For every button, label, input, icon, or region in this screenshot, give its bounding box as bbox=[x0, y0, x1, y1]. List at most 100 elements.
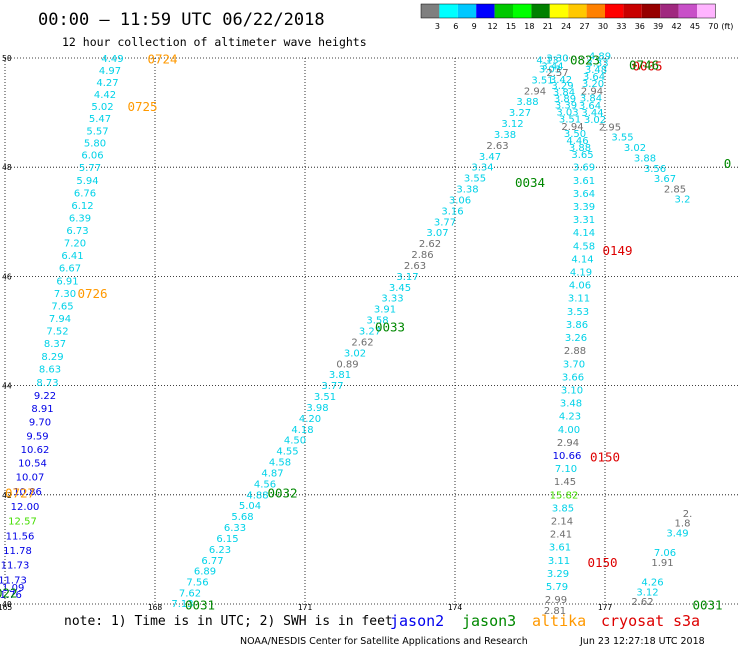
swh-value: 3.86 bbox=[566, 320, 588, 331]
swh-value: 3.91 bbox=[374, 305, 396, 316]
swh-value: 1.91 bbox=[651, 558, 673, 569]
colorbar-swatch bbox=[678, 4, 697, 18]
colorbar-label: 24 bbox=[561, 22, 571, 31]
swh-value: 9.70 bbox=[29, 418, 51, 429]
swh-value: 6.76 bbox=[74, 188, 96, 199]
colorbar-swatch bbox=[531, 4, 550, 18]
colorbar-swatch bbox=[568, 4, 587, 18]
x-tick-label: 168 bbox=[148, 603, 163, 612]
time-label: 0725 bbox=[127, 99, 157, 114]
swh-value: 3.27 bbox=[509, 108, 531, 119]
swh-value: 3.10 bbox=[561, 385, 583, 396]
swh-value: 2.99 bbox=[545, 595, 567, 606]
swh-value: 11.73 bbox=[1, 561, 30, 572]
time-label: 0149 bbox=[602, 243, 632, 258]
time-label: 0150 bbox=[587, 555, 617, 570]
swh-value: 10.66 bbox=[553, 451, 582, 462]
swh-value: 7.94 bbox=[49, 314, 71, 325]
colorbar-label: 39 bbox=[653, 22, 663, 31]
swh-value: 11.09 bbox=[0, 583, 24, 594]
swh-value: 6.33 bbox=[224, 523, 246, 534]
swh-value: 3.70 bbox=[563, 359, 585, 370]
swh-value: 4.23 bbox=[559, 412, 581, 423]
swh-value: 3.88 bbox=[569, 143, 591, 154]
time-label: 0724 bbox=[147, 52, 177, 67]
swh-value: 3.89 bbox=[554, 94, 576, 105]
swh-value: 3.77 bbox=[434, 217, 456, 228]
plot-grid bbox=[4, 57, 740, 605]
time-label: 0034 bbox=[515, 175, 545, 190]
swh-value: 3.03 bbox=[539, 64, 561, 75]
swh-value: 4.88 bbox=[246, 490, 268, 501]
swh-value: 2.94 bbox=[561, 122, 583, 133]
swh-value: 7.52 bbox=[46, 327, 68, 338]
time-labels: 0724 0725 0726 0727 1022 0031 0032 0033 0034 0823… bbox=[0, 52, 731, 613]
swh-value: 3.77 bbox=[321, 381, 343, 392]
swh-value: 9.22 bbox=[34, 391, 56, 402]
swh-value: 4.19 bbox=[570, 268, 592, 279]
time-label: 0727 bbox=[5, 486, 35, 501]
colorbar-swatch bbox=[623, 4, 642, 18]
colorbar-label: 36 bbox=[635, 22, 645, 31]
swh-value: 3.88 bbox=[634, 153, 656, 164]
swh-value: 5.47 bbox=[89, 114, 111, 125]
swh-value: 3.33 bbox=[381, 294, 403, 305]
y-tick-label: 46 bbox=[2, 272, 12, 281]
swh-value: 1.45 bbox=[554, 477, 576, 488]
time-label: 0032 bbox=[267, 486, 297, 501]
swh-value: 3.39 bbox=[555, 100, 577, 111]
swh-value: 6.73 bbox=[66, 226, 88, 237]
swh-value: 3.27 bbox=[359, 327, 381, 338]
swh-value: 4.00 bbox=[558, 425, 580, 436]
swh-value: 3.16 bbox=[441, 206, 463, 217]
swh-value: 2.63 bbox=[486, 141, 508, 152]
swh-value: 3.42 bbox=[550, 75, 572, 86]
y-tick-label: 44 bbox=[2, 382, 12, 391]
swh-value: 2.86 bbox=[411, 250, 433, 261]
swh-value: 3.64 bbox=[573, 189, 595, 200]
colorbar-label: 15 bbox=[506, 22, 516, 31]
colorbar-swatch bbox=[605, 4, 624, 18]
footer-timestamp: Jun 23 12:27:18 UTC 2018 bbox=[579, 636, 705, 647]
swh-value: 3.64 bbox=[579, 101, 601, 112]
swh-value: 3.48 bbox=[560, 399, 582, 410]
swh-value: 7.62 bbox=[179, 589, 201, 600]
swh-value: 5.57 bbox=[86, 127, 108, 138]
swh-value: 3.51 bbox=[314, 392, 336, 403]
swh-value: 3.51 bbox=[559, 115, 581, 126]
swh-value: 8.73 bbox=[36, 378, 58, 389]
swh-value: 6.91 bbox=[56, 276, 78, 287]
swh-value: 12.00 bbox=[11, 502, 40, 513]
colorbar-label: 9 bbox=[472, 22, 477, 31]
swh-value: 3.55 bbox=[464, 174, 486, 185]
swh-value: 2.62 bbox=[351, 337, 373, 348]
swh-value: 3.55 bbox=[611, 133, 633, 144]
swh-value: 7.06 bbox=[654, 548, 676, 559]
swh-value: 4.50 bbox=[284, 436, 306, 447]
colorbar-label: 45 bbox=[690, 22, 700, 31]
swh-value: 3.45 bbox=[389, 283, 411, 294]
swh-value: 3.58 bbox=[366, 316, 388, 327]
x-tick-label: 171 bbox=[298, 603, 313, 612]
swh-value: 4.58 bbox=[573, 241, 595, 252]
chart-subtitle: 12 hour collection of altimeter wave hei… bbox=[62, 35, 367, 49]
swh-value: 2.94 bbox=[581, 86, 603, 97]
swh-value: 3.11 bbox=[568, 294, 590, 305]
time-label: 0746 bbox=[629, 58, 659, 73]
swh-value: 2.81 bbox=[544, 606, 566, 617]
time-label: 0033 bbox=[375, 320, 405, 335]
swh-value: 3.47 bbox=[479, 152, 501, 163]
swh-value: 4.97 bbox=[99, 66, 121, 77]
swh-value: 3.88 bbox=[516, 97, 538, 108]
swh-value: 3.34 bbox=[471, 163, 493, 174]
swh-value: 3.03 bbox=[556, 108, 578, 119]
colorbar-legend: 3 6 9 12 15 18 21 24 27 30 33 36 39 42 45 70 (ft) bbox=[420, 3, 733, 31]
swh-value: 3.38 bbox=[456, 185, 478, 196]
colorbar-swatch bbox=[494, 4, 513, 18]
swh-value: 2.85 bbox=[664, 185, 686, 196]
swh-value: 4.18 bbox=[291, 425, 313, 436]
swh-value: 3.81 bbox=[329, 370, 351, 381]
colorbar-label: 70 bbox=[708, 22, 718, 31]
swh-value: 10.86 bbox=[13, 487, 42, 498]
